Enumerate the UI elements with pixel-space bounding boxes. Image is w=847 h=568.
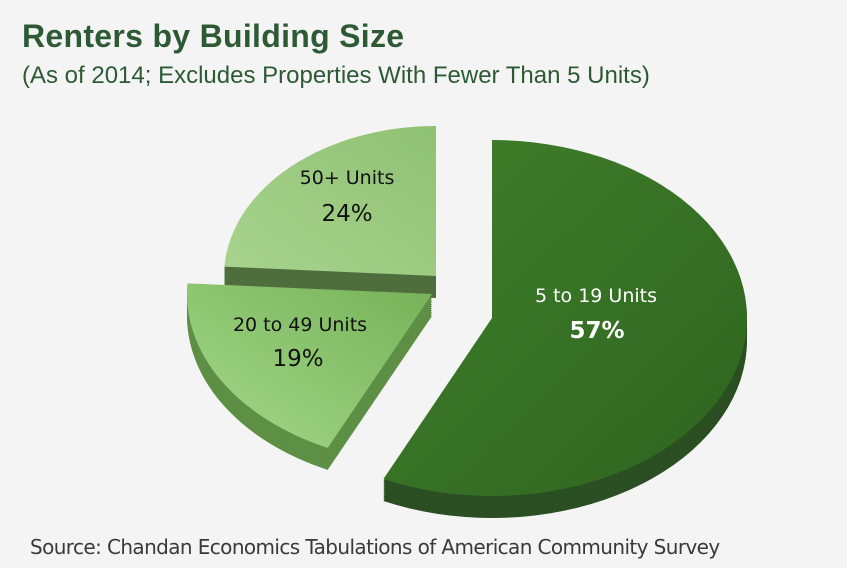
chart-title: Renters by Building Size	[22, 18, 405, 54]
pie-slice-20-to-49-units	[186, 283, 432, 448]
slice-label-50plus: 50+ Units	[300, 167, 395, 189]
source-note: Source: Chandan Economics Tabulations of…	[30, 535, 720, 559]
slice-value-5-19: 57%	[569, 318, 624, 344]
chart-subtitle: (As of 2014; Excludes Properties With Fe…	[22, 62, 650, 89]
slice-value-50plus: 24%	[321, 201, 372, 227]
slice-value-20-49: 19%	[272, 346, 323, 372]
slice-label-5-19: 5 to 19 Units	[535, 285, 657, 307]
pie-slice-50-units	[224, 126, 436, 276]
slice-label-20-49: 20 to 49 Units	[233, 314, 367, 336]
pie-slice-5-to-19-units	[383, 140, 748, 497]
